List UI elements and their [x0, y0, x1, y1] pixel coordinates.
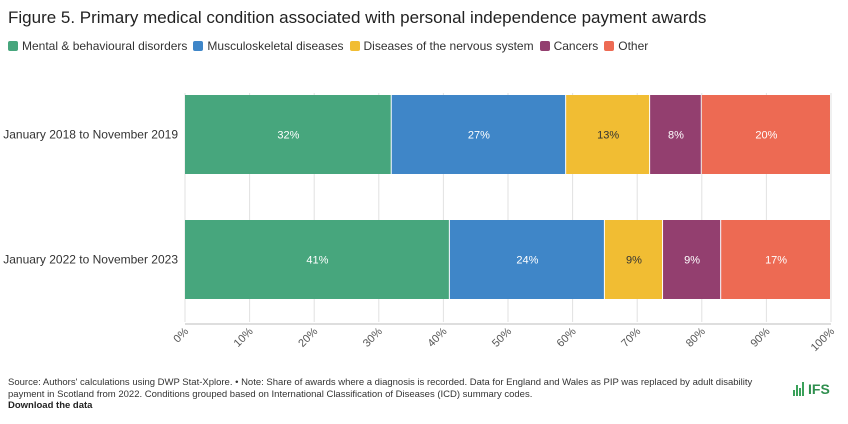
legend-label-other: Other [618, 39, 649, 53]
data-label: 32% [277, 130, 299, 142]
x-tick-label: 90% [748, 325, 772, 349]
bar-segment [721, 220, 830, 299]
legend-swatch-other [604, 41, 615, 51]
data-label: 20% [755, 130, 777, 142]
legend-label-cancers: Cancers [553, 39, 599, 53]
data-label: 9% [684, 255, 700, 267]
legend-label-nervous: Diseases of the nervous system [363, 39, 534, 53]
category-label: January 2022 to November 2023 [3, 253, 178, 267]
legend-item-musculoskeletal[interactable]: Musculoskeletal diseases [193, 39, 344, 53]
x-tick-label: 30% [361, 325, 385, 349]
x-tick-label: 60% [555, 325, 579, 349]
legend-label-musculoskeletal: Musculoskeletal diseases [207, 39, 344, 53]
data-label: 13% [597, 130, 619, 142]
bar-segment [185, 95, 391, 174]
data-label: 27% [468, 130, 490, 142]
x-tick-label: 40% [425, 325, 449, 349]
data-label: 24% [516, 255, 538, 267]
chart-title: Figure 5. Primary medical condition asso… [8, 8, 707, 27]
legend-item-mental[interactable]: Mental & behavioural disorders [8, 39, 187, 53]
bar-segment [566, 95, 650, 174]
x-tick-label: 0% [171, 325, 191, 345]
x-tick-label: 20% [296, 325, 320, 349]
bar-segment [650, 95, 701, 174]
x-tick-label: 50% [490, 325, 514, 349]
data-label: 41% [306, 255, 328, 267]
logo-bars-icon [793, 382, 805, 396]
download-data-link[interactable]: Download the data [8, 400, 93, 411]
legend: Mental & behavioural disorders Musculosk… [8, 39, 654, 53]
legend-swatch-musculoskeletal [193, 41, 204, 51]
x-tick-label: 10% [232, 325, 256, 349]
bar-segment [391, 95, 566, 174]
ifs-logo: IFS [793, 382, 830, 396]
bar-segment [663, 220, 721, 299]
bar-segment [185, 220, 449, 299]
source-note: Source: Authors' calculations using DWP … [8, 377, 753, 400]
legend-label-mental: Mental & behavioural disorders [22, 39, 188, 53]
logo-text: IFS [808, 381, 830, 397]
stacked-bar-chart: January 2018 to November 2019 32% 27% 13% 8%… [3, 93, 838, 354]
bar-segment [701, 95, 830, 174]
legend-swatch-cancers [539, 41, 550, 51]
footer: Source: Authors' calculations using DWP … [8, 377, 788, 412]
data-label: 17% [765, 255, 787, 267]
legend-swatch-nervous [349, 41, 360, 51]
x-tick-label: 70% [619, 325, 643, 349]
legend-item-nervous[interactable]: Diseases of the nervous system [349, 39, 534, 53]
x-tick-label: 80% [684, 325, 708, 349]
data-label: 9% [626, 255, 642, 267]
bar-segment [604, 220, 663, 299]
legend-item-cancers[interactable]: Cancers [539, 39, 599, 53]
legend-swatch-mental [8, 41, 18, 51]
bar-segment [449, 220, 604, 299]
data-label: 8% [668, 130, 684, 142]
x-tick-label: 100% [809, 325, 838, 354]
category-label: January 2018 to November 2019 [3, 128, 178, 142]
legend-item-other[interactable]: Other [604, 39, 648, 53]
